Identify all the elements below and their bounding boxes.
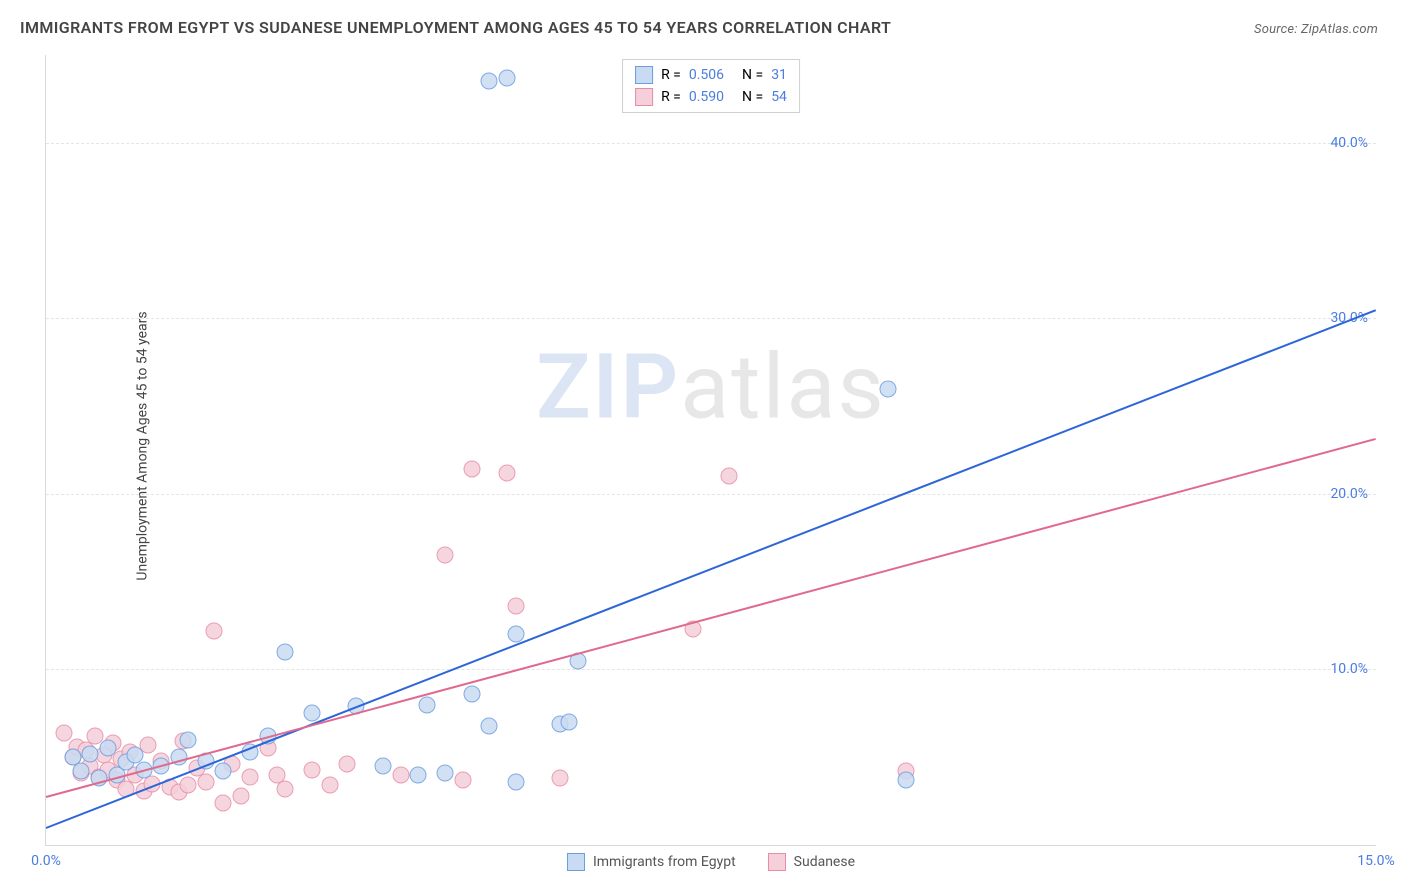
trend-line [46, 438, 1377, 798]
data-point [179, 731, 196, 748]
x-tick-label: 15.0% [1357, 853, 1395, 869]
data-point [507, 773, 524, 790]
legend-label: Immigrants from Egypt [593, 854, 736, 870]
gridline [46, 318, 1376, 319]
legend-swatch [635, 88, 653, 106]
data-point [206, 622, 223, 639]
n-label: N = [742, 86, 763, 108]
data-point [321, 777, 338, 794]
data-point [499, 69, 516, 86]
legend-swatch [567, 853, 585, 871]
data-point [277, 643, 294, 660]
data-point [73, 763, 90, 780]
data-point [82, 745, 99, 762]
data-point [392, 766, 409, 783]
legend-stats-row: R = 0.506 N = 31 [635, 64, 787, 86]
y-tick-label: 40.0% [1330, 135, 1368, 151]
data-point [410, 766, 427, 783]
watermark-atlas: atlas [680, 334, 886, 439]
data-point [215, 794, 232, 811]
legend-swatch [635, 66, 653, 84]
r-label: R = [661, 64, 681, 86]
legend-label: Sudanese [794, 854, 855, 870]
legend-series: Immigrants from Egypt Sudanese [567, 853, 855, 871]
data-point [561, 714, 578, 731]
y-tick-label: 20.0% [1330, 486, 1368, 502]
data-point [880, 380, 897, 397]
data-point [100, 740, 117, 757]
y-tick-label: 10.0% [1330, 661, 1368, 677]
legend-stats: R = 0.506 N = 31 R = 0.590 N = 54 [622, 59, 800, 113]
data-point [481, 717, 498, 734]
data-point [499, 464, 516, 481]
data-point [507, 598, 524, 615]
data-point [374, 758, 391, 775]
data-point [241, 768, 258, 785]
data-point [552, 770, 569, 787]
legend-stats-row: R = 0.590 N = 54 [635, 86, 787, 108]
data-point [463, 461, 480, 478]
data-point [454, 772, 471, 789]
trend-line [46, 310, 1377, 830]
gridline [46, 494, 1376, 495]
data-point [339, 756, 356, 773]
r-label: R = [661, 86, 681, 108]
data-point [720, 468, 737, 485]
legend-item: Immigrants from Egypt [567, 853, 736, 871]
n-value: 54 [771, 86, 787, 108]
data-point [233, 787, 250, 804]
gridline [46, 143, 1376, 144]
data-point [463, 686, 480, 703]
legend-swatch [768, 853, 786, 871]
data-point [437, 547, 454, 564]
legend-item: Sudanese [768, 853, 855, 871]
data-point [55, 724, 72, 741]
data-point [437, 765, 454, 782]
r-value: 0.506 [689, 64, 724, 86]
source-label: Source: ZipAtlas.com [1254, 22, 1378, 37]
data-point [419, 696, 436, 713]
n-label: N = [742, 64, 763, 86]
r-value: 0.590 [689, 86, 724, 108]
gridline [46, 669, 1376, 670]
watermark: ZIPatlas [536, 334, 886, 439]
data-point [197, 773, 214, 790]
watermark-zip: ZIP [536, 334, 680, 439]
data-point [481, 73, 498, 90]
n-value: 31 [771, 64, 787, 86]
data-point [304, 705, 321, 722]
plot-area: ZIPatlas R = 0.506 N = 31 R = 0.590 N = … [45, 55, 1376, 846]
x-tick-label: 0.0% [31, 853, 61, 869]
data-point [304, 761, 321, 778]
data-point [179, 777, 196, 794]
data-point [277, 780, 294, 797]
data-point [215, 763, 232, 780]
chart-title: IMMIGRANTS FROM EGYPT VS SUDANESE UNEMPL… [20, 18, 891, 37]
data-point [898, 772, 915, 789]
